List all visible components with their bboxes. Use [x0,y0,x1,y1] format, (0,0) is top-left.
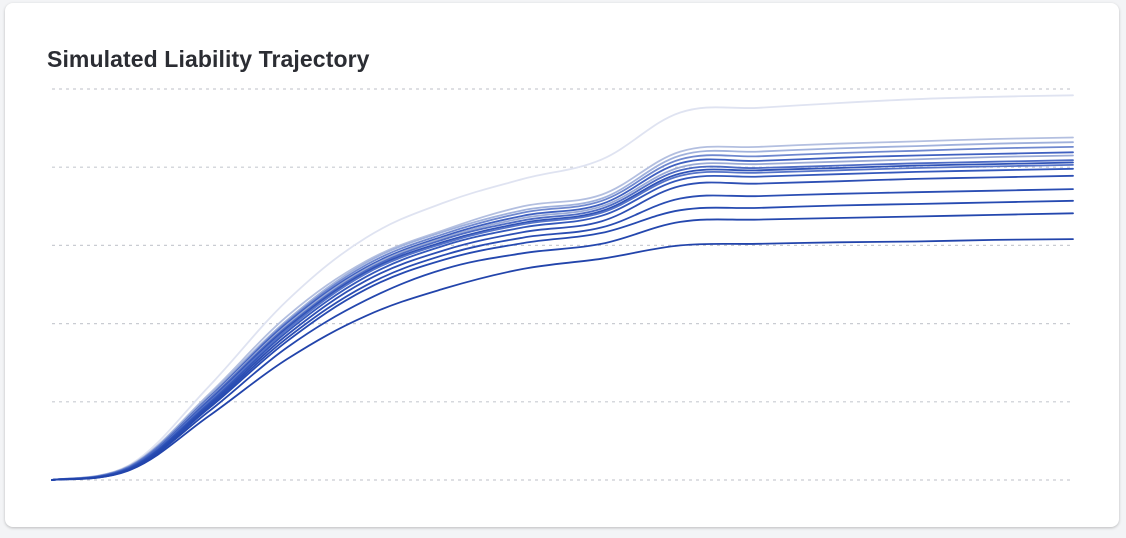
chart-title: Simulated Liability Trajectory [47,46,370,72]
series-line-11 [51,174,1074,481]
series-line-10 [51,167,1074,481]
series-line-14 [51,212,1074,481]
series-line-2 [51,136,1074,481]
series-line-7 [51,159,1074,481]
series-line-4 [51,146,1074,481]
gridlines [52,88,1073,481]
series-line-15 [51,238,1074,481]
series-lines [51,94,1074,481]
chart-card [5,3,1119,527]
series-line-9 [51,164,1074,481]
series-line-3 [51,141,1074,481]
series-line-1 [51,94,1074,481]
series-line-13 [51,199,1074,481]
series-line-8 [51,161,1074,481]
series-line-12 [51,188,1074,481]
